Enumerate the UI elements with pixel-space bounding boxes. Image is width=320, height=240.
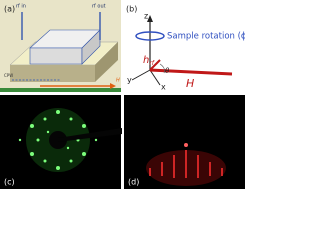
z-arrowhead xyxy=(147,15,153,22)
x-axis xyxy=(149,69,161,86)
beam-stop-arm xyxy=(58,128,122,142)
diffraction-spots xyxy=(18,110,98,170)
specular-spot xyxy=(184,143,188,147)
rf-in: rf in xyxy=(16,4,26,10)
panel-label: (d) xyxy=(128,178,139,187)
ground-strip xyxy=(0,88,121,92)
platform-front xyxy=(10,65,95,82)
panel-label: (b) xyxy=(126,5,137,14)
sample-front xyxy=(29,47,83,65)
rotation-label: Sample rotation (ϕ) xyxy=(167,32,245,42)
platform-side xyxy=(95,42,118,82)
panel-b-bg xyxy=(122,0,245,92)
theta-label: θ xyxy=(165,67,170,75)
sample-side xyxy=(81,29,101,65)
z-label: z xyxy=(144,12,148,21)
h-vector xyxy=(149,68,233,76)
field-label: H xyxy=(116,78,120,84)
rotation-ring xyxy=(135,31,165,41)
theta-arc xyxy=(159,63,165,74)
panel-b: (b) z Sample rotation (ϕ) y x θ H hrf xyxy=(122,0,245,92)
panel-label: (a) xyxy=(4,5,15,14)
h-label: H xyxy=(186,77,194,90)
y-label: y xyxy=(127,76,132,85)
hrf-label: hrf xyxy=(143,55,155,67)
hrf-symbol: h xyxy=(143,55,149,66)
rf-out: rf out xyxy=(92,4,106,10)
streaks xyxy=(149,150,223,178)
figure: (a) rf in rf out CPW H (b) z Sample rota… xyxy=(0,0,245,189)
field-arrowhead xyxy=(110,83,116,89)
panel-a: (a) rf in rf out CPW H xyxy=(0,0,121,92)
panel-c: (c) xyxy=(0,95,122,189)
hrf-sub: rf xyxy=(149,60,154,67)
x-label: x xyxy=(161,83,166,92)
cpw-label: CPW xyxy=(4,73,13,78)
y-axis xyxy=(131,69,151,81)
panel-d: (d) xyxy=(124,95,245,189)
panel-label: (c) xyxy=(4,178,15,187)
hrf-vector xyxy=(149,59,161,71)
